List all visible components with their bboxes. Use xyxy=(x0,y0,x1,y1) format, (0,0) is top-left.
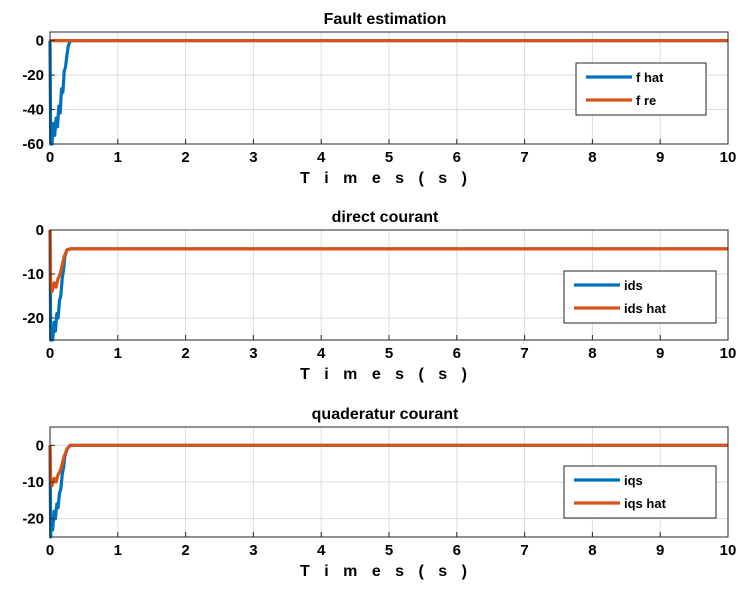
x-tick-label: 10 xyxy=(720,345,737,362)
x-tick-label: 1 xyxy=(114,345,122,362)
x-tick-label: 7 xyxy=(520,345,528,362)
legend-label: iqs xyxy=(624,473,643,488)
subplot-2: 0 1 2 3 4 5 6 7 8 9 10 0 -10 -20 direct courant T i m e… xyxy=(22,209,736,383)
legend-label: ids xyxy=(624,278,643,293)
x-tick-label: 8 xyxy=(588,542,596,559)
chart-title: direct courant xyxy=(332,209,439,226)
x-tick-label: 2 xyxy=(181,149,189,166)
y-tick-label: -60 xyxy=(22,136,44,153)
x-tick-label: 4 xyxy=(317,149,326,166)
legend-label: f re xyxy=(636,93,656,108)
x-tick-label: 7 xyxy=(520,542,528,559)
legend-label: iqs hat xyxy=(624,496,667,511)
x-tick-label: 0 xyxy=(46,149,54,166)
legend: f hat f re xyxy=(575,62,707,116)
x-tick-label: 10 xyxy=(720,542,737,559)
x-tick-label: 6 xyxy=(453,149,461,166)
x-tick-label: 4 xyxy=(317,542,326,559)
x-tick-label: 8 xyxy=(588,149,596,166)
chart-title: quaderatur courant xyxy=(312,406,459,423)
subplot-3: 0 1 2 3 4 5 6 7 8 9 10 0 -10 -20 quaderatur courant T i… xyxy=(22,406,736,580)
x-tick-label: 5 xyxy=(385,149,393,166)
series-line-2 xyxy=(48,229,728,294)
legend-box xyxy=(575,62,707,116)
legend-label: f hat xyxy=(636,70,664,85)
y-tick-label: 0 xyxy=(36,33,44,50)
legend: iqs iqs hat xyxy=(563,465,717,519)
y-tick-label: -20 xyxy=(22,511,44,528)
x-tick-label: 7 xyxy=(520,149,528,166)
x-tick-label: 9 xyxy=(656,149,664,166)
x-tick-label: 1 xyxy=(114,149,122,166)
x-tick-label: 8 xyxy=(588,345,596,362)
x-tick-label: 4 xyxy=(317,345,326,362)
x-tick-label: 6 xyxy=(453,542,461,559)
subplot-1: 0 1 2 3 4 5 6 7 8 9 10 0 -20 -40 -60 Fault estimation T … xyxy=(22,11,736,187)
x-tick-label: 5 xyxy=(385,345,393,362)
legend: ids ids hat xyxy=(563,270,717,324)
y-tick-label: -20 xyxy=(22,67,44,84)
x-tick-label: 3 xyxy=(249,149,257,166)
x-tick-label: 1 xyxy=(114,542,122,559)
y-tick-label: 0 xyxy=(36,222,44,239)
x-tick-label: 9 xyxy=(656,345,664,362)
x-tick-label: 3 xyxy=(249,542,257,559)
legend-box xyxy=(563,465,717,519)
x-tick-label: 6 xyxy=(453,345,461,362)
x-tick-label: 0 xyxy=(46,542,54,559)
y-tick-label: -10 xyxy=(22,266,44,283)
legend-label: ids hat xyxy=(624,301,667,316)
x-axis-label: T i m e s ( s ) xyxy=(300,563,472,580)
x-tick-label: 2 xyxy=(181,542,189,559)
legend-box xyxy=(563,270,717,324)
x-tick-label: 2 xyxy=(181,345,189,362)
x-tick-label: 0 xyxy=(46,345,54,362)
y-tick-label: 0 xyxy=(36,437,44,454)
x-tick-label: 9 xyxy=(656,542,664,559)
chart-title: Fault estimation xyxy=(324,11,447,28)
x-tick-label: 5 xyxy=(385,542,393,559)
x-tick-label: 10 xyxy=(720,149,737,166)
x-tick-label: 3 xyxy=(249,345,257,362)
x-axis-label: T i m e s ( s ) xyxy=(300,366,472,383)
x-axis-label: T i m e s ( s ) xyxy=(300,170,472,187)
y-tick-label: -20 xyxy=(22,310,44,327)
series-line-1 xyxy=(48,38,728,146)
y-tick-label: -10 xyxy=(22,474,44,491)
series-line-2 xyxy=(48,443,728,488)
y-tick-label: -40 xyxy=(22,102,44,119)
